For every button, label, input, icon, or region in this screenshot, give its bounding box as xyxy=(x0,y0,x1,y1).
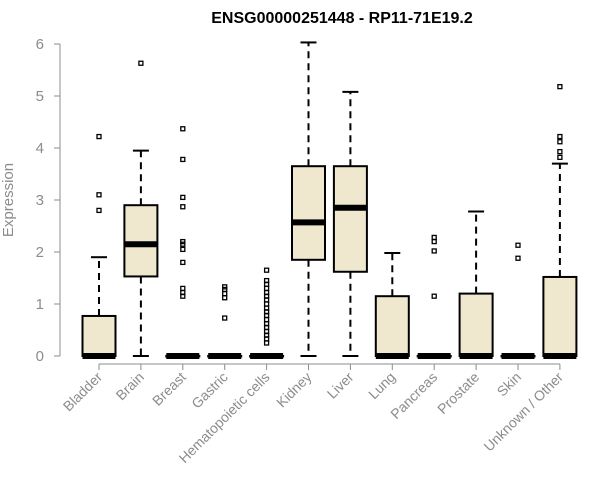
box-hematopoietic-cells xyxy=(249,267,285,359)
iqr-box xyxy=(332,165,368,273)
box-lung xyxy=(374,252,410,359)
x-tick-label: Lung xyxy=(365,369,398,402)
boxes-group xyxy=(81,41,578,359)
x-tick-label: Unknown / Other xyxy=(480,369,566,455)
iqr-box xyxy=(458,292,494,358)
y-tick-label: 2 xyxy=(36,244,44,261)
y-tick-label: 4 xyxy=(36,140,44,157)
outlier-point xyxy=(557,139,563,145)
outlier-point xyxy=(222,295,228,301)
outlier-point xyxy=(180,285,186,292)
outlier-point xyxy=(222,315,228,321)
y-tick-label: 5 xyxy=(36,88,44,105)
iqr-box xyxy=(81,314,117,357)
outlier-point xyxy=(263,316,270,323)
outlier-point xyxy=(138,60,144,66)
box-unknown-other xyxy=(542,83,578,359)
outlier-point xyxy=(180,194,186,201)
outlier-point xyxy=(263,289,270,296)
box-pancreas xyxy=(416,234,452,359)
outlier-point xyxy=(263,340,270,346)
y-axis-label: Expression xyxy=(0,163,17,237)
outlier-point xyxy=(557,83,563,90)
outlier-point xyxy=(515,242,521,248)
chart-title: ENSG00000251448 - RP11-71E19.2 xyxy=(211,10,473,27)
box-liver xyxy=(332,90,368,357)
outlier-point xyxy=(263,328,270,335)
box-bladder xyxy=(81,133,117,359)
x-tick-label: Prostate xyxy=(434,369,482,417)
outlier-point xyxy=(222,290,228,297)
outlier-point xyxy=(180,204,186,210)
x-tick-label: Bladder xyxy=(60,369,106,415)
outlier-point xyxy=(263,277,270,284)
y-axis: 0 1 2 3 4 5 6 xyxy=(36,36,61,365)
x-tick-label: Pancreas xyxy=(387,369,440,422)
outlier-point xyxy=(180,246,186,253)
x-tick-label: Breast xyxy=(149,369,189,409)
y-tick-label: 0 xyxy=(36,348,44,365)
y-tick-label: 1 xyxy=(36,296,44,313)
outlier-point xyxy=(431,234,437,241)
outlier-point xyxy=(431,293,437,299)
y-tick-label: 3 xyxy=(36,192,44,209)
outlier-point xyxy=(557,154,563,161)
outlier-point xyxy=(263,267,270,273)
outlier-point xyxy=(263,301,270,307)
box-prostate xyxy=(458,210,494,359)
outlier-point xyxy=(222,284,228,290)
iqr-box xyxy=(291,165,326,261)
outlier-point xyxy=(431,238,437,245)
outlier-point xyxy=(96,207,102,214)
box-brain xyxy=(123,60,159,357)
box-breast xyxy=(165,126,201,359)
outlier-point xyxy=(96,133,102,140)
outlier-point xyxy=(180,238,186,245)
outlier-point xyxy=(263,285,270,292)
x-tick-label: Kidney xyxy=(273,369,315,411)
outlier-point xyxy=(557,148,563,155)
iqr-box xyxy=(542,275,578,357)
x-tick-label: Brain xyxy=(113,369,147,403)
box-gastric xyxy=(207,284,243,359)
outlier-point xyxy=(263,305,270,311)
iqr-box xyxy=(374,295,410,358)
outlier-point xyxy=(96,192,102,198)
outlier-point xyxy=(515,255,521,261)
outlier-point xyxy=(263,321,270,327)
outlier-point xyxy=(557,133,563,140)
box-kidney xyxy=(291,41,326,357)
outlier-point xyxy=(180,126,186,132)
outlier-point xyxy=(180,156,186,163)
x-tick-label: Skin xyxy=(494,369,525,400)
outlier-point xyxy=(180,259,186,266)
outlier-point xyxy=(431,248,437,254)
box-skin xyxy=(500,242,536,359)
x-tick-label: Liver xyxy=(324,369,357,402)
y-tick-label: 6 xyxy=(36,36,44,53)
outlier-point xyxy=(180,289,186,296)
iqr-box xyxy=(123,204,159,278)
